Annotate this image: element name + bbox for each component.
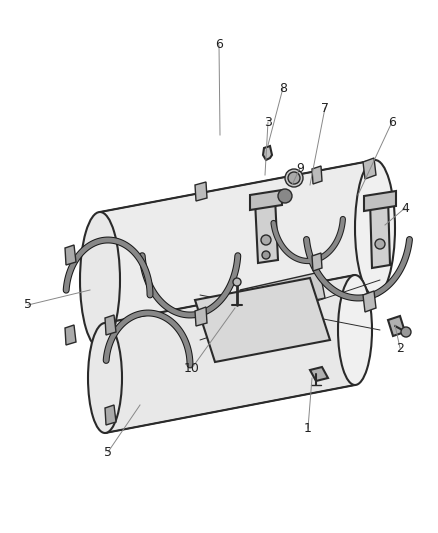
Polygon shape [263,146,272,160]
Text: 4: 4 [401,201,409,214]
Ellipse shape [233,278,241,286]
Polygon shape [65,325,76,345]
Polygon shape [310,367,328,381]
Polygon shape [363,158,376,179]
Polygon shape [195,182,207,201]
Text: 6: 6 [388,116,396,128]
Text: 5: 5 [24,298,32,311]
Ellipse shape [88,323,122,433]
Text: 3: 3 [264,116,272,128]
Text: 2: 2 [396,342,404,354]
Text: 10: 10 [184,361,200,375]
Text: 5: 5 [104,446,112,458]
Ellipse shape [285,169,303,187]
Polygon shape [312,253,322,271]
Polygon shape [370,197,390,268]
Text: 6: 6 [215,38,223,52]
Ellipse shape [338,275,372,385]
Ellipse shape [375,239,385,249]
Polygon shape [363,291,376,312]
Polygon shape [195,307,207,326]
Ellipse shape [262,251,270,259]
Text: 9: 9 [296,161,304,174]
Text: 7: 7 [321,101,329,115]
Ellipse shape [288,172,300,184]
Polygon shape [105,315,116,335]
Polygon shape [105,275,355,433]
Polygon shape [240,272,325,315]
Polygon shape [312,166,322,184]
Ellipse shape [355,160,395,296]
Ellipse shape [80,212,120,348]
Polygon shape [364,191,396,211]
Ellipse shape [401,327,411,337]
Text: 1: 1 [304,422,312,434]
Ellipse shape [261,235,271,245]
Text: 8: 8 [279,82,287,94]
Polygon shape [100,160,375,348]
Polygon shape [195,278,330,362]
Polygon shape [388,316,405,336]
Polygon shape [105,405,116,425]
Polygon shape [250,190,282,210]
Ellipse shape [278,189,292,203]
Polygon shape [65,245,76,265]
Polygon shape [255,197,278,263]
